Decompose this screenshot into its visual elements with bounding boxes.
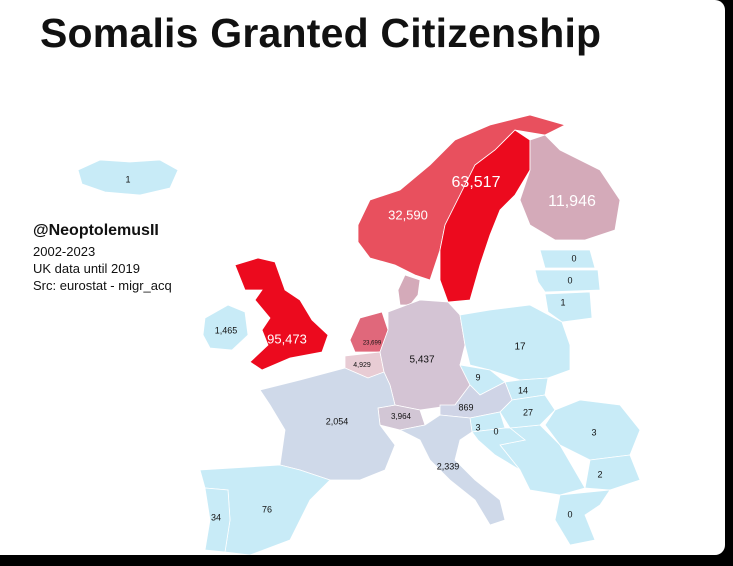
region-label: 23,699 bbox=[363, 341, 382, 347]
region-label: 76 bbox=[262, 504, 272, 514]
region-label: 1 bbox=[125, 174, 130, 184]
region bbox=[554, 489, 611, 546]
region-label: 0 bbox=[571, 253, 576, 263]
panel: 1 1,465 95,473 32,590 63,517 11,946 0 0 1 23,699 4… bbox=[0, 0, 725, 555]
region bbox=[519, 134, 621, 241]
region-label: 1 bbox=[560, 297, 565, 307]
region-label: 2,054 bbox=[326, 416, 349, 426]
region bbox=[584, 454, 641, 491]
note: Src: eurostat - migr_acq bbox=[33, 278, 172, 293]
unlabeled-region bbox=[397, 274, 421, 306]
region bbox=[234, 257, 329, 371]
map: 1 1,465 95,473 32,590 63,517 11,946 0 0 1 23,699 4… bbox=[77, 114, 641, 555]
region bbox=[398, 414, 506, 526]
region-label: 34 bbox=[211, 512, 221, 522]
region-label: 11,946 bbox=[548, 193, 596, 210]
region bbox=[204, 487, 231, 553]
region-label: 63,517 bbox=[452, 174, 501, 191]
note: UK data until 2019 bbox=[33, 261, 140, 276]
region bbox=[77, 159, 179, 196]
region-label: 3 bbox=[475, 422, 480, 432]
region bbox=[539, 249, 596, 269]
region bbox=[259, 367, 396, 481]
region-label: 4,929 bbox=[353, 362, 371, 369]
region-label: 869 bbox=[458, 402, 473, 412]
region-label: 3 bbox=[591, 427, 596, 437]
author: @NeoptolemusII bbox=[33, 222, 159, 239]
region bbox=[202, 304, 249, 351]
note: 2002-2023 bbox=[33, 244, 96, 259]
region bbox=[544, 291, 593, 323]
region-label: 2,339 bbox=[437, 461, 460, 471]
region-label: 0 bbox=[567, 509, 572, 519]
region-label: 14 bbox=[518, 385, 528, 395]
region-label: 0 bbox=[493, 426, 498, 436]
region-label: 32,590 bbox=[388, 207, 428, 222]
region bbox=[439, 129, 531, 303]
region-label: 17 bbox=[514, 342, 526, 353]
region-label: 0 bbox=[567, 275, 572, 285]
title: Somalis Granted Citizenship bbox=[40, 10, 602, 56]
region bbox=[459, 304, 571, 381]
region-label: 27 bbox=[523, 407, 533, 417]
region-label: 1,465 bbox=[215, 325, 238, 335]
region-label: 95,473 bbox=[267, 331, 307, 346]
region-label: 9 bbox=[475, 372, 480, 382]
region-label: 2 bbox=[597, 469, 602, 479]
region-label: 5,437 bbox=[409, 355, 434, 366]
region bbox=[534, 269, 601, 293]
region-label: 3,964 bbox=[391, 412, 412, 421]
info: @NeoptolemusII 2002-2023 UK data until 2… bbox=[33, 222, 172, 294]
region bbox=[471, 427, 526, 471]
